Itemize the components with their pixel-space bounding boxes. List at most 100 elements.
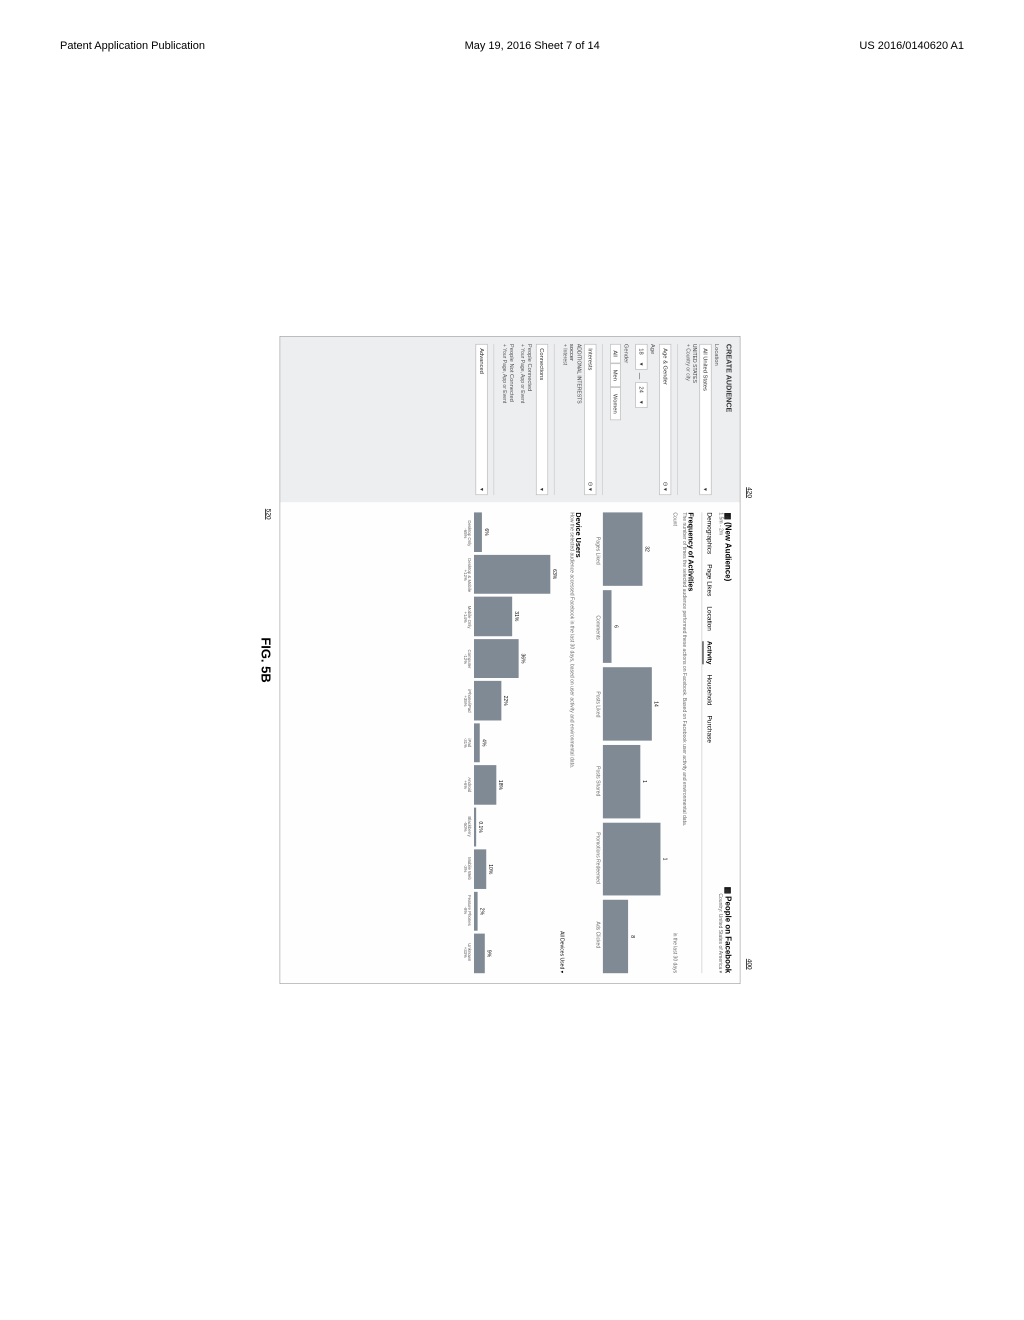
connections-label: Connections	[539, 348, 545, 380]
device-bar-pct: -65%	[462, 512, 466, 554]
chevron-down-icon: ⊙ ▾	[587, 481, 593, 490]
chevron-down-icon: ▾	[478, 488, 484, 491]
chevron-down-icon: ▾	[702, 488, 708, 491]
device-chart-section: Device Users How the selected audience a…	[462, 512, 582, 973]
device-028bar-value: 0.1%	[478, 821, 483, 832]
device-028bar-value: 4%	[481, 739, 486, 746]
interests-dropdown[interactable]: Interests ⊙ ▾	[584, 344, 596, 495]
freq-bar: 8	[603, 900, 635, 973]
device-028bar-value: 63%	[552, 569, 557, 579]
device-bar: 36%	[474, 639, 525, 678]
location-label: Location	[714, 344, 720, 495]
freq-bar: 32	[603, 512, 649, 585]
advanced-label: Advanced	[478, 348, 484, 374]
device-bar-pct: -31%	[462, 722, 466, 764]
tabs-row: Demographics Page Likes Location Activit…	[702, 512, 714, 973]
people-on-facebook-title: ▦ People on Facebook	[723, 886, 732, 973]
device-bar: 31%	[474, 597, 519, 636]
device-bar: 9%	[474, 934, 491, 973]
interests-label: Interests	[587, 348, 593, 370]
bar-rect	[474, 639, 519, 678]
gender-all-button[interactable]: All	[610, 344, 621, 363]
figure-rotated-wrapper: 420 400 530A 530B 530C 530D 530E 530F 51…	[280, 336, 741, 984]
device-bar-label: Desktop & Mobile	[467, 558, 471, 592]
device-bar-label-col: iPad-31%	[462, 722, 471, 764]
interest-tag: soccer	[568, 344, 574, 495]
freq-bar-label: Posts Liked	[595, 666, 600, 743]
device-bar-label-col: Desktop Only-65%	[462, 512, 471, 554]
bar-rect	[603, 590, 612, 663]
tab-purchase[interactable]: Purchase	[702, 716, 713, 743]
sidebar: CREATE AUDIENCE Location All United Stat…	[280, 337, 739, 503]
freq-sub: The number of times the selected audienc…	[681, 512, 686, 973]
device-bar: 0.1%	[474, 807, 483, 846]
ref-520: 520	[265, 509, 272, 520]
new-audience-title: ▦ (New Audience)	[723, 512, 732, 581]
country-sub: Country: United States of America ▾	[717, 886, 723, 973]
age-to-select[interactable]: 24 ▾	[635, 382, 647, 408]
freq-cat-label: Count	[672, 512, 677, 525]
sidebar-title: CREATE AUDIENCE	[725, 344, 733, 495]
freq-bar-value: 1	[662, 858, 667, 861]
device-bar-label-col: Mobile Only+14%	[462, 596, 471, 638]
bar-rect	[474, 892, 478, 931]
device-028bar-value: 18%	[498, 780, 503, 790]
device-bar-label: Feature Phones	[467, 895, 471, 926]
bar-rect	[474, 512, 482, 551]
device-bar-label: Blackberry	[467, 816, 471, 836]
device-bar-label: iPhone/iPad	[467, 689, 471, 712]
device-bars: 6%63%31%36%22%4%18%0.1%10%2%9%	[474, 512, 553, 973]
freq-bar-label: Comments	[595, 589, 600, 666]
device-028bar-value: 36%	[520, 653, 525, 663]
add-interest-link[interactable]: + Interest	[562, 344, 567, 495]
device-bar-label: Mobile Only	[467, 606, 471, 629]
device-bar-label: Mobile Web	[467, 857, 471, 880]
bar-rect	[603, 745, 640, 818]
device-dropdown[interactable]: All Devices Used ▾	[559, 512, 565, 973]
bar-rect	[474, 597, 512, 636]
gender-label: Gender	[623, 344, 629, 495]
tab-household[interactable]: Household	[702, 674, 713, 705]
people-not-connected-link[interactable]: + Your Page, App or Event	[501, 344, 506, 495]
chevron-down-icon: ▾	[539, 488, 545, 491]
bar-rect	[474, 681, 501, 720]
device-sub: How the selected audience accessed Faceb…	[569, 512, 574, 973]
location-value: All United States	[702, 348, 708, 391]
advanced-dropdown[interactable]: Advanced ▾	[475, 344, 487, 495]
ref-420: 420	[746, 487, 753, 498]
device-028bar-value: 6%	[483, 528, 488, 535]
freq-bar: 14	[603, 667, 658, 740]
age-gender-label: Age & Gender	[662, 348, 668, 385]
people-connected-link[interactable]: + Your Page, App or Event	[519, 344, 524, 495]
gender-buttons: All Men Women	[610, 344, 621, 495]
tab-demographics[interactable]: Demographics	[702, 512, 713, 554]
device-bar-pct: -3%	[462, 848, 466, 890]
device-bar-pct: +33%	[462, 931, 466, 973]
tab-location[interactable]: Location	[702, 606, 713, 631]
header-left: Patent Application Publication	[60, 40, 205, 52]
device-bar: 22%	[474, 681, 508, 720]
gender-men-button[interactable]: Men	[610, 363, 621, 387]
freq-bars: 32614118	[603, 512, 668, 973]
location-dropdown[interactable]: All United States ▾	[699, 344, 711, 495]
device-bar-label-col: Feature Phones-8%	[462, 889, 471, 931]
bar-rect	[603, 900, 628, 973]
additional-interests-label: ADDITIONAL INTERESTS	[576, 344, 581, 495]
device-bar: 18%	[474, 765, 503, 804]
age-from-select[interactable]: 18 ▾	[635, 344, 647, 370]
device-028bar-value: 2%	[479, 908, 484, 915]
add-location-link[interactable]: + Country or city	[685, 344, 690, 495]
device-bar: 4%	[474, 723, 486, 762]
freq-bar-label: Promotions Redeemed	[595, 820, 600, 897]
ref-400: 400	[746, 959, 753, 970]
connections-dropdown[interactable]: Connections ▾	[536, 344, 548, 495]
gender-women-button[interactable]: Women	[610, 387, 621, 420]
freq-bar-value: 14	[653, 701, 658, 707]
device-bar: 63%	[474, 555, 557, 594]
device-bar-label-col: Android+6%	[462, 764, 471, 806]
bar-rect	[474, 850, 486, 889]
age-gender-dropdown[interactable]: Age & Gender⊙ ▾	[659, 344, 671, 495]
tab-activity[interactable]: Activity	[702, 641, 713, 664]
content-panel: ▦ (New Audience) 1.5m - 2m ▦ People on F…	[280, 502, 739, 983]
tab-page-likes[interactable]: Page Likes	[702, 564, 713, 596]
